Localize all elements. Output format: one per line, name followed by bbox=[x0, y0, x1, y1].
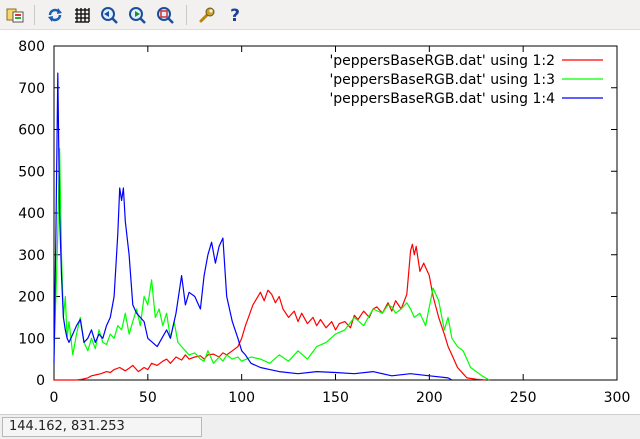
x-tick-label: 150 bbox=[322, 390, 349, 406]
plot-area[interactable]: 0 50 100 150 200 250 300 0 100 200 300 400 500 600 700… bbox=[0, 31, 640, 411]
series-line-3 bbox=[53, 72, 453, 381]
y-tick-label: 800 bbox=[18, 39, 45, 55]
x-tick-label: 300 bbox=[604, 390, 631, 406]
replot-button[interactable] bbox=[44, 4, 66, 26]
help-button[interactable]: ? bbox=[224, 4, 246, 26]
toolbar: ? bbox=[0, 0, 640, 30]
help-icon: ? bbox=[230, 6, 240, 24]
zoom-previous-icon bbox=[101, 7, 118, 24]
export-button[interactable] bbox=[4, 4, 26, 26]
y-tick-label: 500 bbox=[18, 164, 45, 180]
zoom-next-icon bbox=[129, 7, 146, 24]
y-tick-label: 0 bbox=[36, 373, 45, 389]
series-line-2 bbox=[53, 147, 490, 381]
legend-label: 'peppersBaseRGB.dat' using 1:4 bbox=[329, 91, 555, 107]
x-tick-label: 100 bbox=[228, 390, 255, 406]
series-line-1 bbox=[54, 243, 486, 381]
axes: 0 50 100 150 200 250 300 0 100 200 300 400 500 600 700… bbox=[18, 39, 630, 406]
toolbar-separator bbox=[186, 5, 187, 25]
y-tick-label: 200 bbox=[18, 290, 45, 306]
options-button[interactable] bbox=[196, 4, 218, 26]
x-tick-label: 50 bbox=[139, 390, 157, 406]
y-tick-label: 600 bbox=[18, 123, 45, 139]
zoom-previous-button[interactable] bbox=[98, 4, 120, 26]
series-layer bbox=[53, 72, 490, 381]
x-tick-label: 250 bbox=[510, 390, 537, 406]
status-bar: 144.162, 831.253 bbox=[0, 414, 640, 439]
grid-icon bbox=[75, 8, 90, 23]
legend: 'peppersBaseRGB.dat' using 1:2 'peppersBa… bbox=[329, 53, 603, 107]
x-tick-label: 0 bbox=[50, 390, 59, 406]
y-tick-label: 300 bbox=[18, 248, 45, 264]
y-tick-label: 400 bbox=[18, 206, 45, 222]
options-icon bbox=[199, 7, 215, 23]
autoscale-icon bbox=[157, 7, 174, 24]
legend-label: 'peppersBaseRGB.dat' using 1:3 bbox=[329, 72, 555, 88]
y-tick-label: 100 bbox=[18, 331, 45, 347]
legend-label: 'peppersBaseRGB.dat' using 1:2 bbox=[329, 53, 555, 69]
export-icon bbox=[6, 8, 24, 23]
autoscale-button[interactable] bbox=[154, 4, 176, 26]
grid-button[interactable] bbox=[71, 4, 93, 26]
y-tick-label: 700 bbox=[18, 81, 45, 97]
x-tick-label: 200 bbox=[416, 390, 443, 406]
svg-text:?: ? bbox=[230, 6, 240, 24]
zoom-next-button[interactable] bbox=[126, 4, 148, 26]
line-chart: 0 50 100 150 200 250 300 0 100 200 300 400 500 600 700… bbox=[18, 39, 630, 406]
coordinate-readout: 144.162, 831.253 bbox=[2, 417, 202, 437]
replot-icon bbox=[48, 8, 62, 22]
toolbar-separator bbox=[34, 5, 35, 25]
